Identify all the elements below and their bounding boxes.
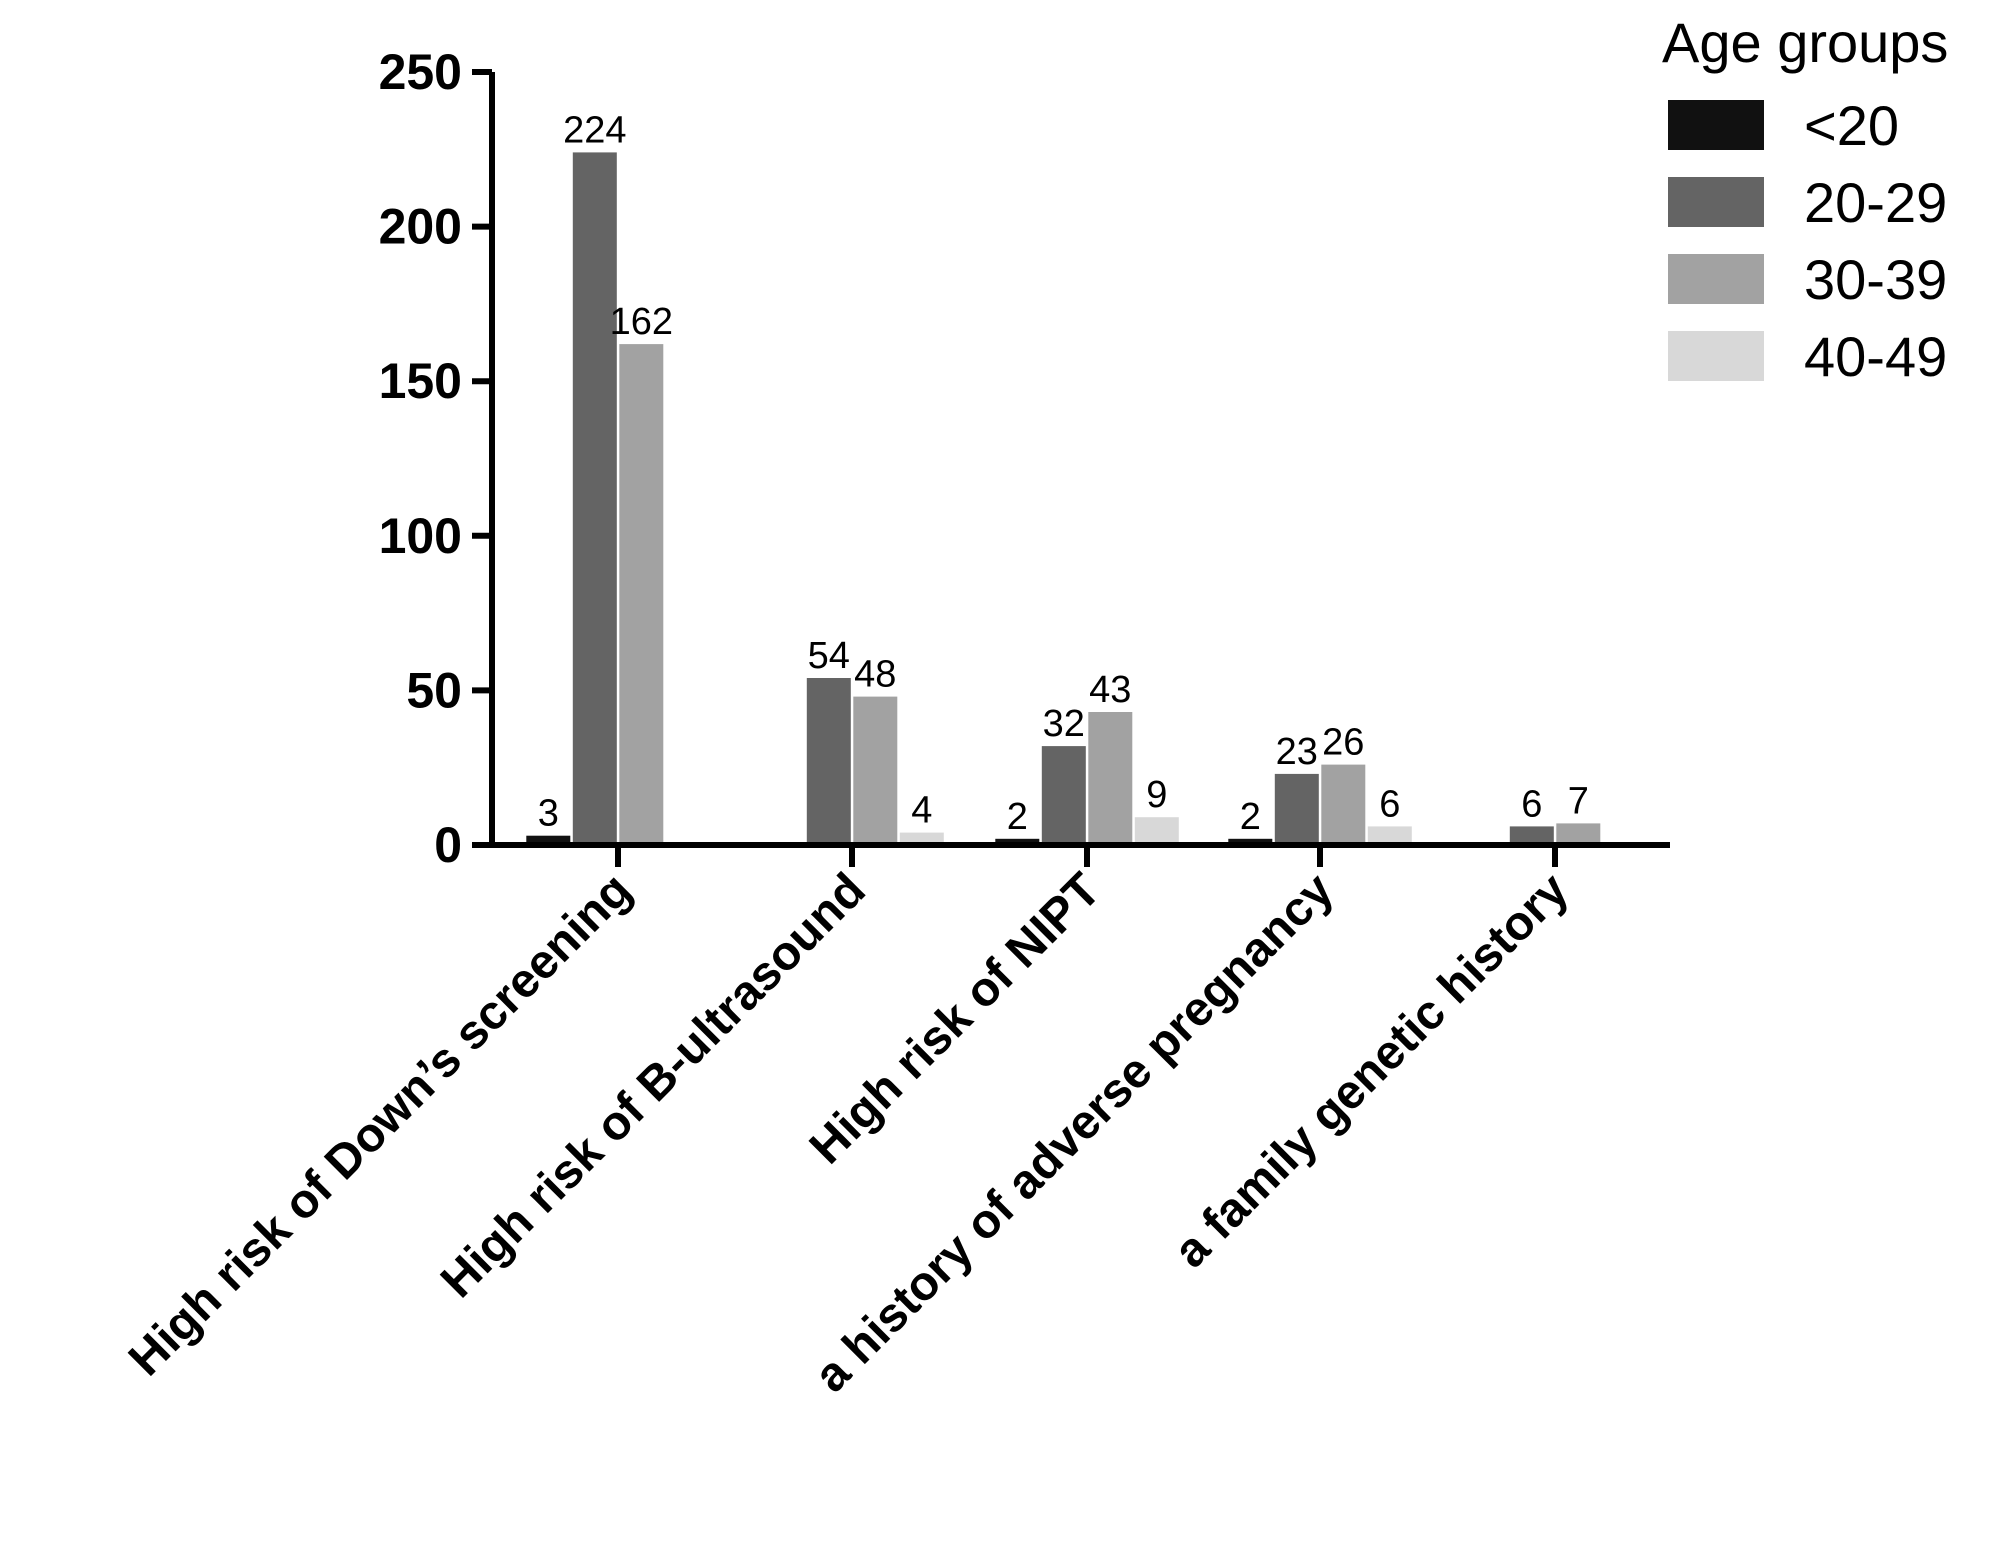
bar-20-29-3 [1274, 773, 1319, 845]
y-tick-label: 150 [379, 353, 462, 409]
y-tick-label: 50 [406, 662, 462, 718]
legend-items: <20 20-29 30-39 40-49 [1668, 94, 1947, 388]
data-label: 43 [1089, 669, 1131, 711]
x-category-label: a history of adverse pregnancy [805, 863, 1344, 1402]
bar-20-29-2 [1041, 746, 1086, 845]
y-tick-label: 0 [434, 817, 462, 873]
bars-group [526, 152, 1601, 845]
data-label: 26 [1322, 722, 1364, 764]
bar-30-39-3 [1321, 764, 1366, 845]
legend-label: 40-49 [1804, 325, 1947, 388]
bar-40-49-3 [1367, 826, 1412, 845]
bar-<20-2 [995, 838, 1040, 845]
bar-40-49-1 [899, 832, 944, 845]
bar-30-39-0 [619, 344, 664, 845]
bar-30-39-4 [1556, 823, 1601, 845]
legend-swatch [1668, 254, 1764, 304]
bar-20-29-0 [572, 152, 617, 845]
data-label: 9 [1146, 774, 1167, 816]
x-category-label: High risk of B-ultrasound [431, 863, 876, 1308]
bar-20-29-4 [1509, 826, 1554, 845]
data-label: 2 [1007, 796, 1028, 838]
data-label: 6 [1379, 783, 1400, 825]
bar-<20-3 [1228, 838, 1273, 845]
data-label: 224 [563, 109, 626, 151]
y-ticks-group: 0 50 100 150 200 250 [379, 44, 492, 873]
bar-20-29-1 [806, 678, 851, 845]
bar-40-49-2 [1134, 817, 1179, 845]
data-label: 7 [1568, 780, 1589, 822]
data-label: 23 [1276, 731, 1318, 773]
data-label: 2 [1240, 796, 1261, 838]
y-tick-label: 200 [379, 199, 462, 255]
legend-label: 30-39 [1804, 248, 1947, 311]
data-label: 3 [538, 793, 559, 835]
data-label: 32 [1043, 703, 1085, 745]
bar-30-39-2 [1088, 712, 1133, 845]
legend-swatch [1668, 331, 1764, 381]
data-label: 162 [610, 301, 673, 343]
legend-title: Age groups [1662, 11, 1948, 74]
legend-label: 20-29 [1804, 171, 1947, 234]
legend-swatch [1668, 100, 1764, 150]
legend-label: <20 [1804, 94, 1899, 157]
legend: Age groups <20 20-29 30-39 40-49 [1662, 11, 1948, 388]
axes-group [489, 72, 1670, 848]
data-label: 48 [854, 654, 896, 696]
bar-<20-0 [526, 835, 571, 845]
data-label: 6 [1521, 783, 1542, 825]
x-category-label: High risk of Down’s screening [119, 863, 642, 1386]
y-tick-label: 100 [379, 508, 462, 564]
y-tick-label: 250 [379, 44, 462, 100]
legend-swatch [1668, 177, 1764, 227]
bar-30-39-1 [853, 696, 898, 845]
data-label: 54 [808, 635, 850, 677]
data-label: 4 [911, 790, 932, 832]
x-category-label: a family genetic history [1164, 863, 1579, 1278]
